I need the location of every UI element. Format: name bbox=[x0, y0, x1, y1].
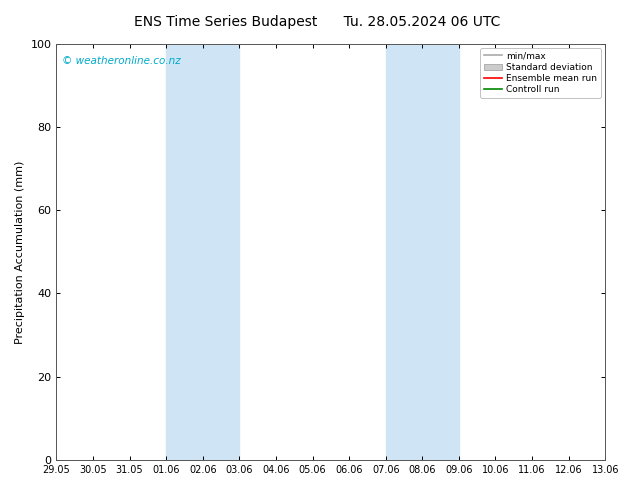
Text: © weatheronline.co.nz: © weatheronline.co.nz bbox=[62, 56, 181, 66]
Bar bbox=[166, 44, 240, 460]
Legend: min/max, Standard deviation, Ensemble mean run, Controll run: min/max, Standard deviation, Ensemble me… bbox=[480, 48, 601, 98]
Y-axis label: Precipitation Accumulation (mm): Precipitation Accumulation (mm) bbox=[15, 160, 25, 343]
Text: ENS Time Series Budapest      Tu. 28.05.2024 06 UTC: ENS Time Series Budapest Tu. 28.05.2024 … bbox=[134, 15, 500, 29]
Bar bbox=[385, 44, 459, 460]
